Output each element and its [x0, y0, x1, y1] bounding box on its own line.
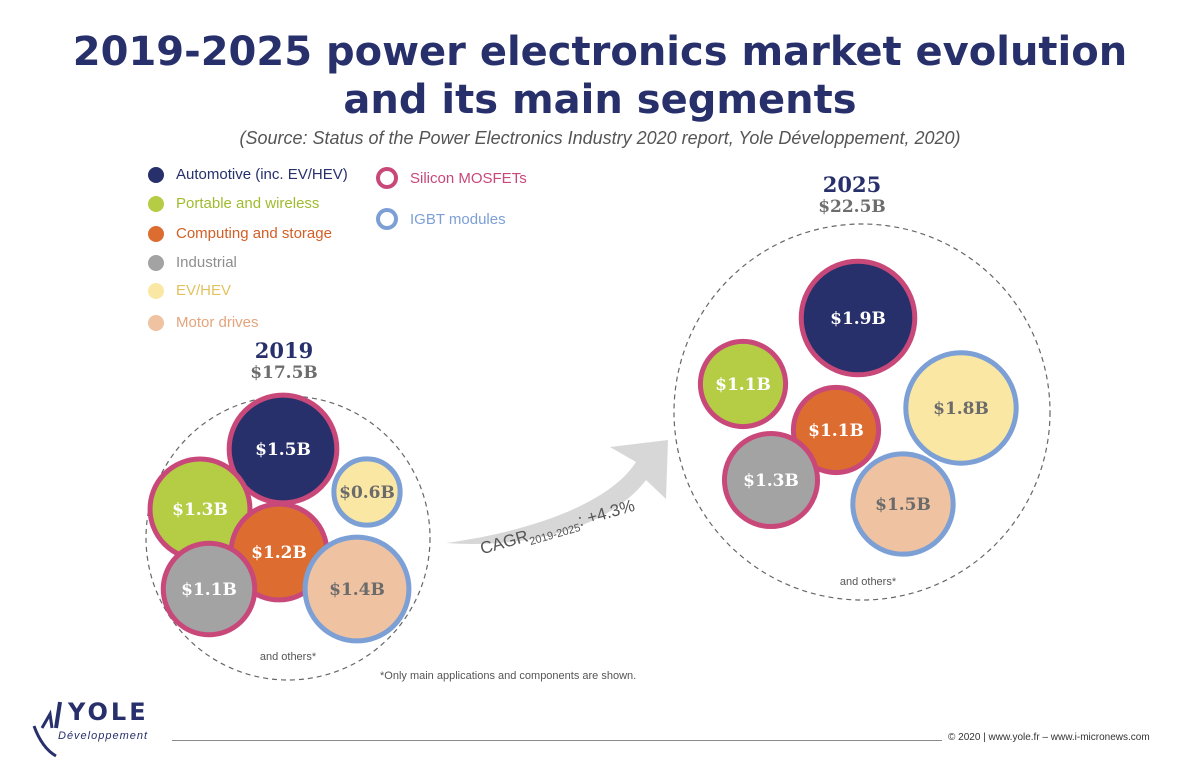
- bubble-2025-1: [697, 338, 789, 430]
- legend-dot-icon: [148, 254, 164, 271]
- year-header-2019: 2019 $17.5B: [204, 338, 364, 383]
- bubble-label-2019-2: $0.6B: [339, 483, 395, 503]
- footnote: *Only main applications and components a…: [380, 670, 637, 682]
- bubble-2019-2: [331, 456, 403, 528]
- others-note-2025: and others*: [839, 576, 897, 588]
- bubble-label-2019-0: $1.5B: [255, 440, 311, 460]
- legend-item-portable: Portable and wireless: [148, 195, 319, 212]
- legend-label: IGBT modules: [410, 210, 506, 228]
- bubble-label-2025-3: $1.1B: [808, 421, 864, 441]
- bubble-2025-2: [903, 350, 1019, 466]
- yole-mark-icon: [32, 701, 62, 758]
- legend-label: EV/HEV: [176, 282, 232, 299]
- logo-wordmark: YOLE: [68, 698, 149, 726]
- bubble-label-2025-4: $1.3B: [743, 471, 799, 491]
- legend-item-automotive: Automotive (inc. EV/HEV): [148, 166, 348, 183]
- footer-divider: [172, 740, 942, 741]
- legend-item-evhev: EV/HEV: [148, 282, 231, 299]
- bubble-label-2025-5: $1.5B: [875, 495, 931, 515]
- bubble-label-2019-4: $1.1B: [181, 580, 237, 600]
- legend-dot-icon: [148, 225, 164, 242]
- bubble-2025-5: [850, 451, 956, 557]
- legend-label: Motor drives: [176, 314, 259, 331]
- year-label: 2025: [822, 172, 882, 197]
- total-label: $22.5B: [818, 197, 886, 217]
- yole-logo[interactable]: YOLE Développement: [28, 698, 178, 758]
- legend-ring-icon: [376, 208, 398, 230]
- legend-dot-icon: [148, 166, 164, 183]
- bubble-2025-0: [798, 258, 918, 378]
- group-circle-2025: [673, 223, 1051, 601]
- legend-item-motor-drives: Motor drives: [148, 314, 259, 331]
- year-label: 2019: [254, 338, 314, 363]
- legend-item-silicon-mosfets: Silicon MOSFETs: [376, 167, 527, 189]
- bubble-2019-4: [160, 540, 258, 638]
- logo-subtitle: Développement: [58, 730, 149, 742]
- source-subtitle: (Source: Status of the Power Electronics…: [239, 128, 961, 148]
- legend-item-computing: Computing and storage: [148, 225, 332, 242]
- legend-label: Computing and storage: [176, 225, 332, 242]
- bubble-label-2019-5: $1.4B: [329, 580, 385, 600]
- legend-item-igbt-modules: IGBT modules: [376, 208, 506, 230]
- legend-label: Automotive (inc. EV/HEV): [176, 166, 348, 183]
- year-header-2025: 2025 $22.5B: [772, 172, 932, 217]
- bubble-label-2019-1: $1.3B: [172, 500, 228, 520]
- bubble-label-2025-1: $1.1B: [715, 375, 771, 395]
- legend-label: Silicon MOSFETs: [410, 169, 527, 187]
- page-title-line-2: and its main segments: [343, 77, 857, 123]
- bubble-label-2025-0: $1.9B: [830, 309, 886, 329]
- legend-label: Portable and wireless: [176, 195, 320, 212]
- total-label: $17.5B: [250, 363, 318, 383]
- growth-arrow: [446, 440, 668, 544]
- legend-label: Industrial: [176, 254, 237, 271]
- bubble-2025-3: [790, 384, 882, 476]
- copyright: © 2020 | www.yole.fr – www.i-micronews.c…: [948, 732, 1150, 743]
- legend-item-industrial: Industrial: [148, 254, 237, 271]
- legend-ring-icon: [376, 167, 398, 189]
- legend-dot-icon: [148, 314, 164, 331]
- bubble-2019-5: [302, 534, 412, 644]
- page-title-line-1: 2019-2025 power electronics market evolu…: [72, 29, 1128, 75]
- legend-dot-icon: [148, 195, 164, 212]
- bubble-2025-4: [721, 430, 821, 530]
- others-note-2019: and others*: [259, 651, 317, 663]
- bubble-label-2025-2: $1.8B: [933, 399, 989, 419]
- legend-dot-icon: [148, 282, 164, 299]
- bubble-label-2019-3: $1.2B: [251, 543, 307, 563]
